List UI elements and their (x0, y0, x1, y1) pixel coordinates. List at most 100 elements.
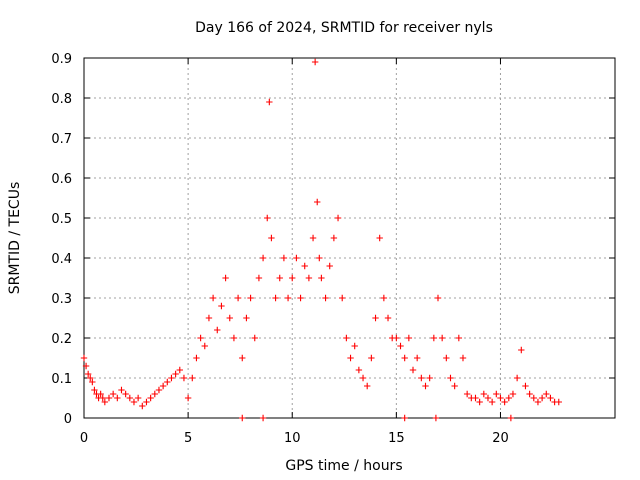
data-point (538, 394, 546, 402)
y-tick-label: 0.1 (51, 372, 72, 387)
y-tick-label: 0.6 (51, 172, 72, 187)
data-point (276, 274, 283, 282)
data-point (266, 98, 273, 106)
data-point (484, 394, 492, 402)
data-point (122, 390, 129, 398)
data-point (316, 254, 323, 262)
data-point (463, 390, 471, 398)
data-point (530, 394, 537, 402)
data-point (418, 374, 425, 382)
data-point (176, 366, 183, 374)
data-point (347, 354, 354, 362)
data-point (513, 374, 521, 382)
data-point (351, 342, 358, 350)
data-point (172, 370, 179, 378)
y-tick-label: 0.3 (51, 292, 72, 307)
data-point (268, 234, 275, 242)
data-point (355, 366, 363, 374)
data-point (330, 234, 338, 242)
y-tick-label: 0 (64, 412, 72, 427)
data-point (372, 314, 379, 322)
data-point (151, 390, 158, 398)
data-point (126, 394, 134, 402)
data-point (164, 378, 171, 386)
data-point (205, 314, 213, 322)
data-point (130, 398, 138, 406)
data-point (359, 374, 367, 382)
data-point (322, 294, 329, 302)
data-point (255, 274, 263, 282)
data-point (443, 354, 450, 362)
data-point (488, 398, 496, 406)
data-point (280, 254, 288, 262)
data-point (426, 374, 433, 382)
y-tick-label: 0.5 (51, 212, 72, 227)
data-point (87, 374, 94, 382)
data-point (343, 334, 350, 342)
data-point (364, 382, 371, 390)
data-point (432, 414, 440, 422)
data-point (311, 58, 319, 66)
data-point (264, 214, 271, 222)
data-point (401, 414, 408, 422)
data-point (230, 334, 238, 342)
data-point (247, 294, 254, 302)
data-point (239, 354, 246, 362)
data-point (189, 374, 196, 382)
data-point (109, 390, 117, 398)
data-point (384, 314, 392, 322)
data-point (497, 394, 504, 402)
x-axis-label: GPS time / hours (285, 458, 402, 474)
data-point (99, 394, 106, 402)
data-point (214, 326, 221, 334)
x-tick-label: 10 (284, 431, 301, 446)
data-point (89, 378, 96, 386)
data-point (522, 382, 529, 390)
data-point (318, 274, 325, 282)
data-point (334, 214, 342, 222)
chart-title: Day 166 of 2024, SRMTID for receiver nyl… (195, 20, 493, 36)
x-tick-label: 15 (388, 431, 405, 446)
data-point (413, 354, 421, 362)
data-point (105, 394, 113, 402)
data-point (80, 354, 88, 362)
y-tick-label: 0.2 (51, 332, 72, 347)
data-point (438, 334, 446, 342)
data-point (339, 294, 346, 302)
data-point (526, 390, 533, 398)
data-point (472, 394, 479, 402)
data-point (234, 294, 242, 302)
y-axis-label: SRMTID / TECUs (7, 182, 23, 295)
y-tick-label: 0.4 (51, 252, 72, 267)
data-point (91, 386, 98, 394)
x-tick-label: 0 (80, 431, 88, 446)
plot-frame (83, 57, 616, 419)
data-point (84, 370, 92, 378)
data-point (501, 398, 508, 406)
data-point (293, 254, 300, 262)
data-point (509, 390, 517, 398)
data-point (159, 382, 167, 390)
data-point (222, 274, 229, 282)
data-points (80, 58, 562, 422)
data-point (447, 374, 454, 382)
axis-ticks: 0 0.1 0.2 0.3 0.4 0.5 0.6 0.7 0.8 0.9 0 5 10 15 20 (51, 52, 615, 446)
data-point (97, 390, 104, 398)
data-point (218, 302, 225, 310)
data-point (259, 254, 267, 262)
data-point (143, 398, 150, 406)
data-point (534, 398, 542, 406)
grid-lines (84, 58, 615, 418)
data-point (518, 346, 525, 354)
data-point (422, 382, 429, 390)
data-point (82, 362, 90, 370)
data-point (547, 394, 554, 402)
data-point (555, 398, 562, 406)
data-point (155, 386, 163, 394)
data-point (380, 294, 388, 302)
data-point (180, 374, 188, 382)
data-point (134, 394, 142, 402)
data-point (397, 342, 404, 350)
data-point (243, 314, 250, 322)
